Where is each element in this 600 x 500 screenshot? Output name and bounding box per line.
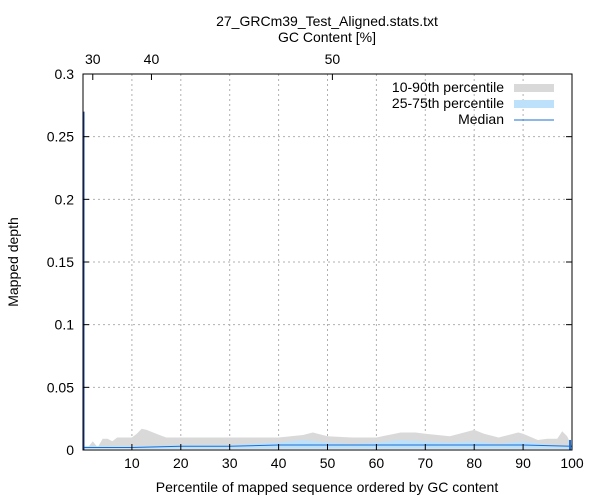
y-tick-label: 0 [66,442,74,458]
y-tick-label: 0.2 [55,191,75,207]
x-tick-label: 80 [466,455,482,471]
x-tick-label: 70 [418,455,434,471]
tick-labels: 10 20 30 40 50 60 70 80 90 100 30 40 50 0 0.05 0.1 0.15 0… [47,51,584,471]
x2-tick-label: 30 [85,51,101,67]
y-tick-label: 0.15 [47,254,74,270]
gc-content-axis-label: GC Content [%] [278,29,376,45]
grid-lines [83,74,572,450]
x-tick-label: 40 [271,455,287,471]
legend-median-label: Median [458,111,504,127]
y-axis-label: Mapped depth [5,217,21,307]
legend-25-75-label: 25-75th percentile [392,95,504,111]
y-tick-label: 0.1 [55,317,75,333]
x-tick-label: 30 [222,455,238,471]
x-axis-label: Percentile of mapped sequence ordered by… [156,479,499,495]
x2-tick-label: 40 [144,51,160,67]
legend-25-75-swatch [514,100,554,108]
x2-tick-label: 50 [325,51,341,67]
x-tick-label: 10 [124,455,140,471]
x-tick-label: 20 [173,455,189,471]
x-tick-label: 50 [320,455,336,471]
legend-10-90-swatch [514,84,554,92]
chart-title: 27_GRCm39_Test_Aligned.stats.txt [216,13,438,29]
y-tick-label: 0.3 [55,66,75,82]
x-tick-label: 60 [369,455,385,471]
y-tick-label: 0.05 [47,379,74,395]
y-tick-label: 0.25 [47,129,74,145]
x-tick-label: 100 [560,455,584,471]
legend-10-90-label: 10-90th percentile [392,79,504,95]
x-tick-label: 90 [515,455,531,471]
axes [82,73,573,451]
